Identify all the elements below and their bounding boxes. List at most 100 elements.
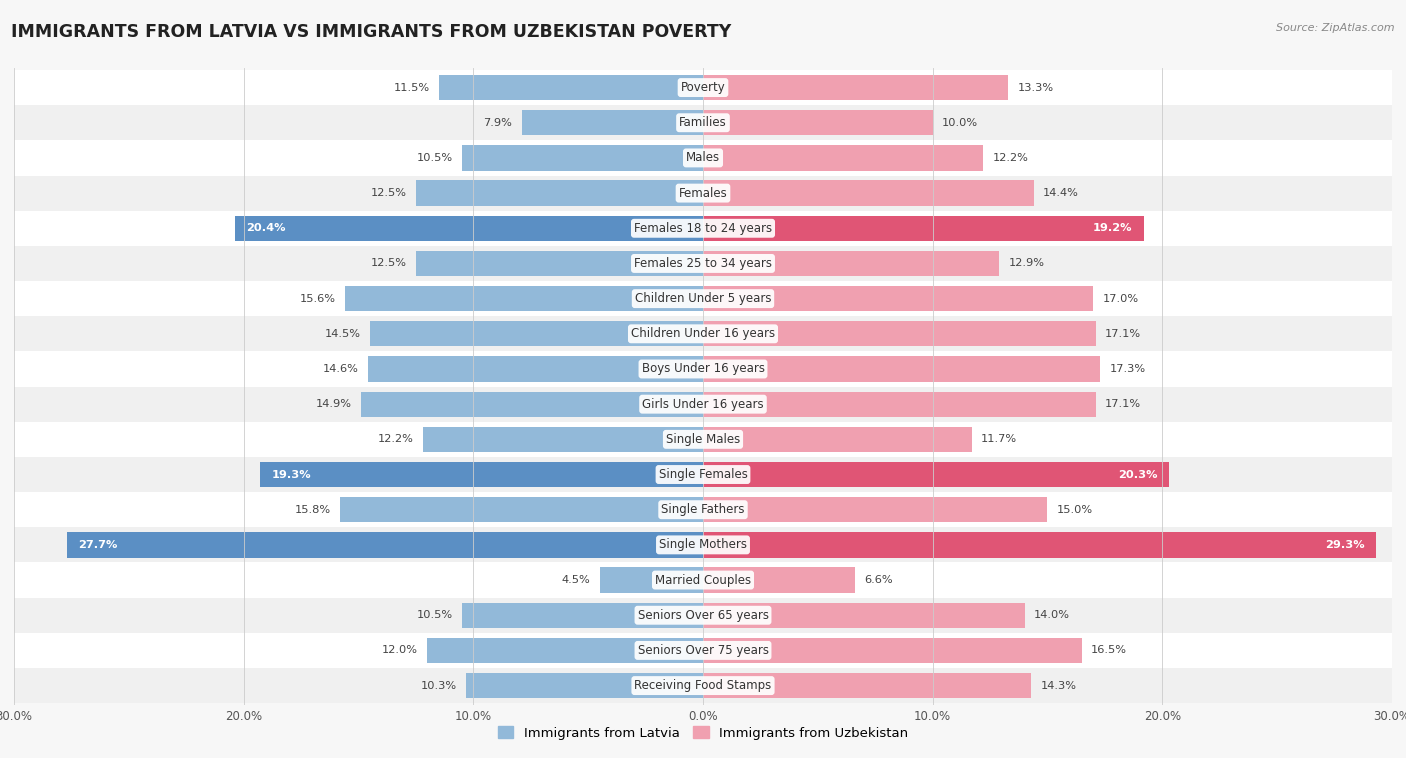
Bar: [599, 568, 703, 593]
Text: Females: Females: [679, 186, 727, 199]
Bar: [14, 211, 1392, 246]
Bar: [703, 146, 983, 171]
Text: Receiving Food Stamps: Receiving Food Stamps: [634, 679, 772, 692]
Text: Poverty: Poverty: [681, 81, 725, 94]
Text: Single Mothers: Single Mothers: [659, 538, 747, 551]
Text: Source: ZipAtlas.com: Source: ZipAtlas.com: [1277, 23, 1395, 33]
Bar: [703, 321, 1095, 346]
Bar: [703, 110, 932, 136]
Bar: [703, 603, 1025, 628]
Text: Single Fathers: Single Fathers: [661, 503, 745, 516]
Text: Females 18 to 24 years: Females 18 to 24 years: [634, 222, 772, 235]
Bar: [703, 286, 1094, 312]
Text: 7.9%: 7.9%: [484, 117, 512, 128]
Bar: [14, 633, 1392, 668]
Text: 17.3%: 17.3%: [1109, 364, 1146, 374]
Bar: [14, 421, 1392, 457]
Bar: [370, 321, 703, 346]
Bar: [14, 528, 1392, 562]
Text: 12.5%: 12.5%: [371, 188, 406, 198]
Text: Boys Under 16 years: Boys Under 16 years: [641, 362, 765, 375]
Text: 27.7%: 27.7%: [79, 540, 118, 550]
Text: 17.0%: 17.0%: [1102, 293, 1139, 304]
Bar: [14, 562, 1392, 597]
Text: Single Females: Single Females: [658, 468, 748, 481]
Text: 11.7%: 11.7%: [981, 434, 1017, 444]
Text: 14.9%: 14.9%: [315, 399, 352, 409]
Text: 14.0%: 14.0%: [1033, 610, 1070, 620]
Legend: Immigrants from Latvia, Immigrants from Uzbekistan: Immigrants from Latvia, Immigrants from …: [498, 726, 908, 740]
Text: 17.1%: 17.1%: [1105, 329, 1142, 339]
Text: 12.2%: 12.2%: [993, 153, 1028, 163]
Bar: [522, 110, 703, 136]
Bar: [703, 568, 855, 593]
Text: 19.3%: 19.3%: [271, 469, 311, 480]
Bar: [703, 251, 1000, 276]
Text: IMMIGRANTS FROM LATVIA VS IMMIGRANTS FROM UZBEKISTAN POVERTY: IMMIGRANTS FROM LATVIA VS IMMIGRANTS FRO…: [11, 23, 731, 41]
Bar: [14, 105, 1392, 140]
Bar: [461, 603, 703, 628]
Text: 11.5%: 11.5%: [394, 83, 430, 92]
Text: 14.4%: 14.4%: [1043, 188, 1078, 198]
Bar: [703, 75, 1008, 100]
Bar: [416, 251, 703, 276]
Bar: [703, 497, 1047, 522]
Bar: [368, 356, 703, 382]
Text: 13.3%: 13.3%: [1018, 83, 1053, 92]
Text: 12.0%: 12.0%: [382, 645, 418, 656]
Text: 10.5%: 10.5%: [416, 153, 453, 163]
Bar: [14, 316, 1392, 352]
Text: 16.5%: 16.5%: [1091, 645, 1128, 656]
Text: 4.5%: 4.5%: [562, 575, 591, 585]
Text: 6.6%: 6.6%: [863, 575, 893, 585]
Text: 15.0%: 15.0%: [1057, 505, 1092, 515]
Bar: [260, 462, 703, 487]
Bar: [416, 180, 703, 205]
Text: Seniors Over 75 years: Seniors Over 75 years: [637, 644, 769, 657]
Bar: [467, 673, 703, 698]
Bar: [14, 246, 1392, 281]
Text: 15.8%: 15.8%: [295, 505, 330, 515]
Text: Children Under 16 years: Children Under 16 years: [631, 327, 775, 340]
Bar: [235, 215, 703, 241]
Text: 12.2%: 12.2%: [378, 434, 413, 444]
Bar: [703, 215, 1144, 241]
Text: Married Couples: Married Couples: [655, 574, 751, 587]
Text: 14.3%: 14.3%: [1040, 681, 1077, 691]
Bar: [703, 427, 972, 452]
Text: 14.5%: 14.5%: [325, 329, 361, 339]
Bar: [703, 532, 1376, 558]
Bar: [423, 427, 703, 452]
Bar: [703, 391, 1095, 417]
Text: 15.6%: 15.6%: [299, 293, 336, 304]
Text: 14.6%: 14.6%: [322, 364, 359, 374]
Text: 20.3%: 20.3%: [1118, 469, 1157, 480]
Text: 20.4%: 20.4%: [246, 224, 285, 233]
Bar: [14, 492, 1392, 528]
Bar: [14, 140, 1392, 176]
Text: Families: Families: [679, 116, 727, 130]
Text: 12.5%: 12.5%: [371, 258, 406, 268]
Bar: [340, 497, 703, 522]
Bar: [703, 356, 1101, 382]
Text: 29.3%: 29.3%: [1324, 540, 1364, 550]
Bar: [439, 75, 703, 100]
Text: Seniors Over 65 years: Seniors Over 65 years: [637, 609, 769, 622]
Bar: [14, 352, 1392, 387]
Text: 10.0%: 10.0%: [942, 117, 979, 128]
Bar: [427, 637, 703, 663]
Bar: [14, 176, 1392, 211]
Bar: [461, 146, 703, 171]
Bar: [14, 387, 1392, 421]
Text: 12.9%: 12.9%: [1008, 258, 1045, 268]
Bar: [14, 70, 1392, 105]
Text: Children Under 5 years: Children Under 5 years: [634, 292, 772, 305]
Bar: [14, 281, 1392, 316]
Text: Girls Under 16 years: Girls Under 16 years: [643, 398, 763, 411]
Bar: [703, 180, 1033, 205]
Text: 10.5%: 10.5%: [416, 610, 453, 620]
Text: Females 25 to 34 years: Females 25 to 34 years: [634, 257, 772, 270]
Bar: [344, 286, 703, 312]
Bar: [361, 391, 703, 417]
Bar: [67, 532, 703, 558]
